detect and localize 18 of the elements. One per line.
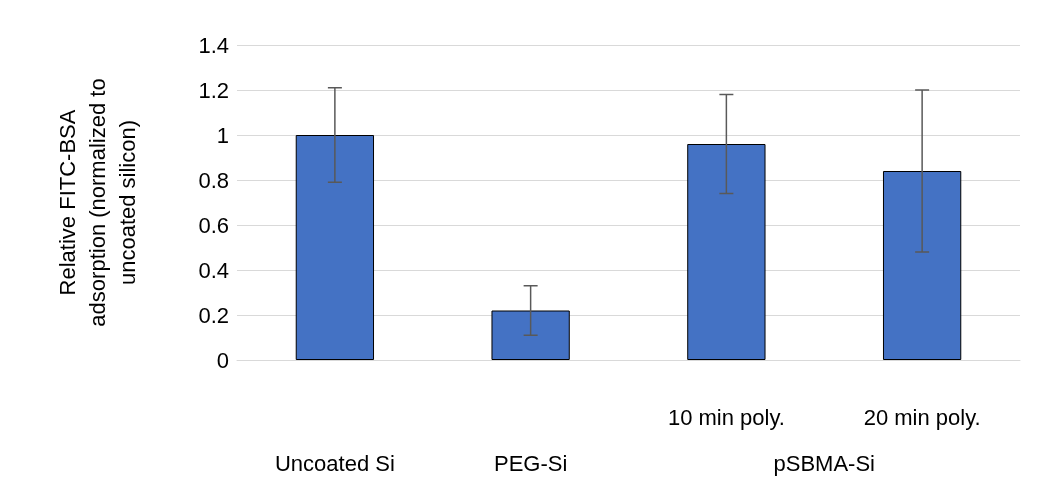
- x-tick-label: 20 min poly.: [863, 404, 981, 430]
- x-tick-label: Uncoated Si: [274, 450, 395, 476]
- bar: [687, 144, 766, 360]
- y-tick-label: 1.2: [198, 77, 229, 103]
- y-tick-label: 0.8: [198, 167, 229, 193]
- y-tick-label: 0.6: [198, 212, 229, 238]
- y-axis-title: Relative FITC-BSA adsorption (normalized to uncoated silicon): [54, 78, 140, 327]
- bar: [491, 310, 570, 360]
- text: pSBMA-Si: [773, 450, 875, 476]
- x-tick-label: 10 min poly.: [667, 404, 785, 430]
- y-tick-label: 1: [216, 122, 229, 148]
- y-tick-label: 0.2: [198, 302, 229, 328]
- x-tick-label: PEG-Si: [493, 450, 568, 476]
- bar: [295, 135, 375, 360]
- y-tick-label: 0.4: [198, 257, 229, 283]
- bar: [882, 171, 962, 360]
- y-tick-label: 0: [216, 347, 229, 373]
- y-tick-label: 1.4: [198, 32, 229, 58]
